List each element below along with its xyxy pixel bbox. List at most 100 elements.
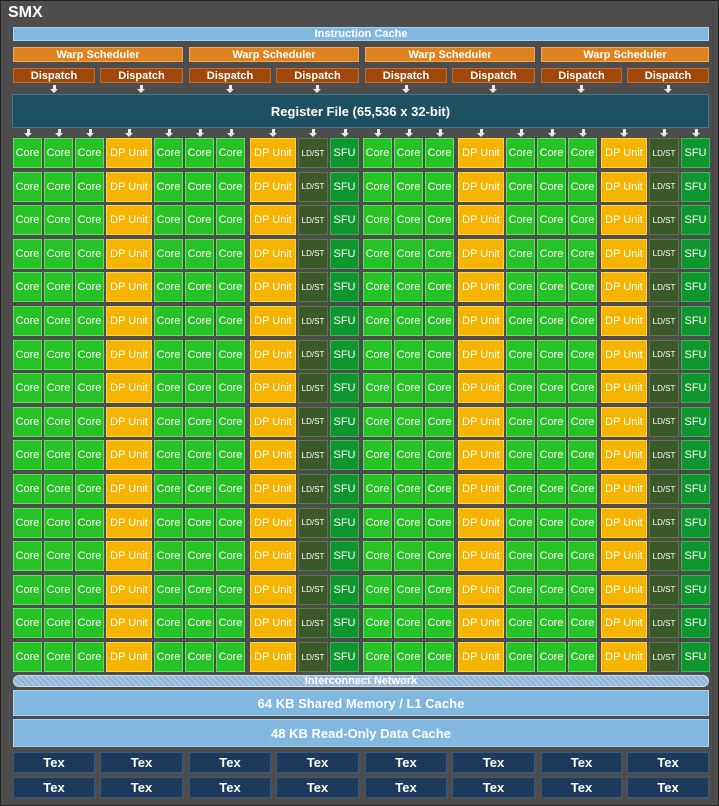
core: Core	[216, 406, 245, 437]
core: Core	[216, 541, 245, 572]
core: Core	[363, 440, 392, 471]
dp-unit: DP Unit	[106, 642, 152, 672]
core: Core	[44, 507, 73, 538]
ld-st-unit: LD/ST	[649, 608, 679, 639]
ld-st-unit: LD/ST	[649, 474, 679, 504]
core: Core	[363, 642, 392, 672]
dp-unit: DP Unit	[106, 138, 152, 168]
dp-unit: DP Unit	[458, 642, 504, 672]
dp-unit: DP Unit	[458, 507, 504, 538]
sfu: SFU	[330, 642, 359, 672]
core: Core	[185, 138, 214, 168]
core: Core	[75, 406, 104, 437]
sfu: SFU	[330, 238, 359, 269]
sfu: SFU	[330, 272, 359, 303]
core: Core	[216, 507, 245, 538]
core: Core	[185, 205, 214, 236]
core: Core	[216, 440, 245, 471]
core: Core	[568, 406, 597, 437]
tex-unit: Tex	[276, 752, 359, 773]
core: Core	[216, 474, 245, 504]
tex-unit: Tex	[276, 777, 359, 798]
core: Core	[537, 608, 566, 639]
sfu: SFU	[330, 406, 359, 437]
core: Core	[216, 205, 245, 236]
core: Core	[185, 373, 214, 404]
ld-st-unit: LD/ST	[298, 171, 328, 202]
dp-unit: DP Unit	[106, 574, 152, 605]
dp-unit: DP Unit	[106, 440, 152, 471]
core: Core	[44, 238, 73, 269]
core: Core	[506, 507, 535, 538]
core: Core	[216, 171, 245, 202]
core: Core	[568, 205, 597, 236]
core: Core	[394, 238, 423, 269]
core: Core	[568, 440, 597, 471]
core: Core	[425, 507, 454, 538]
dp-unit: DP Unit	[250, 238, 296, 269]
core: Core	[425, 440, 454, 471]
ld-st-unit: LD/ST	[298, 306, 328, 336]
core: Core	[185, 171, 214, 202]
dp-unit: DP Unit	[250, 205, 296, 236]
tex-unit: Tex	[100, 777, 183, 798]
core: Core	[394, 474, 423, 504]
tex-unit: Tex	[189, 777, 271, 798]
core: Core	[185, 306, 214, 336]
core: Core	[363, 474, 392, 504]
core: Core	[44, 440, 73, 471]
ld-st-unit: LD/ST	[649, 541, 679, 572]
core: Core	[506, 440, 535, 471]
core: Core	[13, 474, 42, 504]
sfu: SFU	[681, 642, 710, 672]
core: Core	[154, 306, 183, 336]
core: Core	[75, 339, 104, 370]
ld-st-unit: LD/ST	[649, 306, 679, 336]
core: Core	[568, 339, 597, 370]
ld-st-unit: LD/ST	[298, 339, 328, 370]
sfu: SFU	[681, 440, 710, 471]
core: Core	[537, 306, 566, 336]
core: Core	[537, 205, 566, 236]
core: Core	[506, 138, 535, 168]
core: Core	[154, 507, 183, 538]
dp-unit: DP Unit	[458, 272, 504, 303]
core: Core	[425, 541, 454, 572]
core: Core	[506, 574, 535, 605]
core: Core	[394, 205, 423, 236]
core: Core	[363, 138, 392, 168]
tex-unit: Tex	[627, 777, 709, 798]
core: Core	[537, 138, 566, 168]
ld-st-unit: LD/ST	[298, 474, 328, 504]
dp-unit: DP Unit	[106, 373, 152, 404]
core: Core	[568, 642, 597, 672]
dp-unit: DP Unit	[250, 272, 296, 303]
dp-unit: DP Unit	[250, 306, 296, 336]
core: Core	[394, 406, 423, 437]
sfu: SFU	[681, 171, 710, 202]
core: Core	[363, 507, 392, 538]
instruction-cache: Instruction Cache	[13, 27, 709, 41]
core: Core	[506, 205, 535, 236]
core: Core	[185, 642, 214, 672]
ld-st-unit: LD/ST	[649, 574, 679, 605]
core: Core	[568, 238, 597, 269]
core: Core	[154, 171, 183, 202]
sfu: SFU	[681, 608, 710, 639]
ld-st-unit: LD/ST	[298, 373, 328, 404]
smx-title: SMX	[8, 4, 43, 21]
core: Core	[394, 339, 423, 370]
core: Core	[568, 373, 597, 404]
core: Core	[185, 541, 214, 572]
dp-unit: DP Unit	[250, 440, 296, 471]
core: Core	[154, 138, 183, 168]
ld-st-unit: LD/ST	[649, 138, 679, 168]
core: Core	[154, 272, 183, 303]
dp-unit: DP Unit	[601, 373, 647, 404]
core: Core	[506, 406, 535, 437]
core: Core	[216, 339, 245, 370]
core: Core	[425, 574, 454, 605]
core: Core	[425, 138, 454, 168]
dp-unit: DP Unit	[601, 474, 647, 504]
